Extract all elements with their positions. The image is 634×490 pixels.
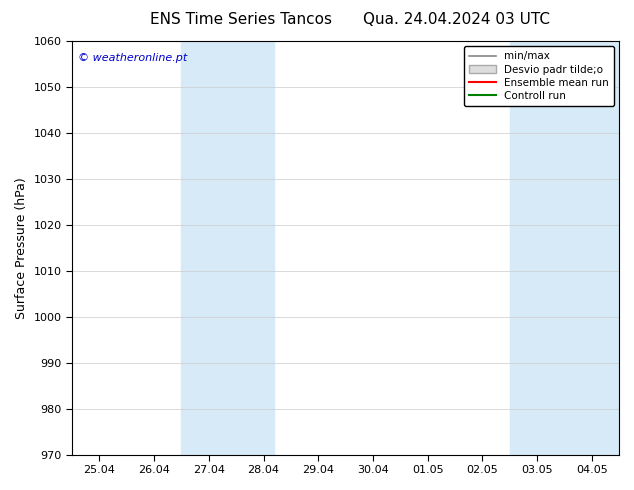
Text: © weatheronline.pt: © weatheronline.pt [77, 53, 187, 64]
Legend: min/max, Desvio padr tilde;o, Ensemble mean run, Controll run: min/max, Desvio padr tilde;o, Ensemble m… [464, 46, 614, 106]
Text: Qua. 24.04.2024 03 UTC: Qua. 24.04.2024 03 UTC [363, 12, 550, 27]
Bar [181, 41, 275, 455]
Bar [510, 41, 619, 455]
Y-axis label: Surface Pressure (hPa): Surface Pressure (hPa) [15, 177, 28, 318]
Text: ENS Time Series Tancos: ENS Time Series Tancos [150, 12, 332, 27]
